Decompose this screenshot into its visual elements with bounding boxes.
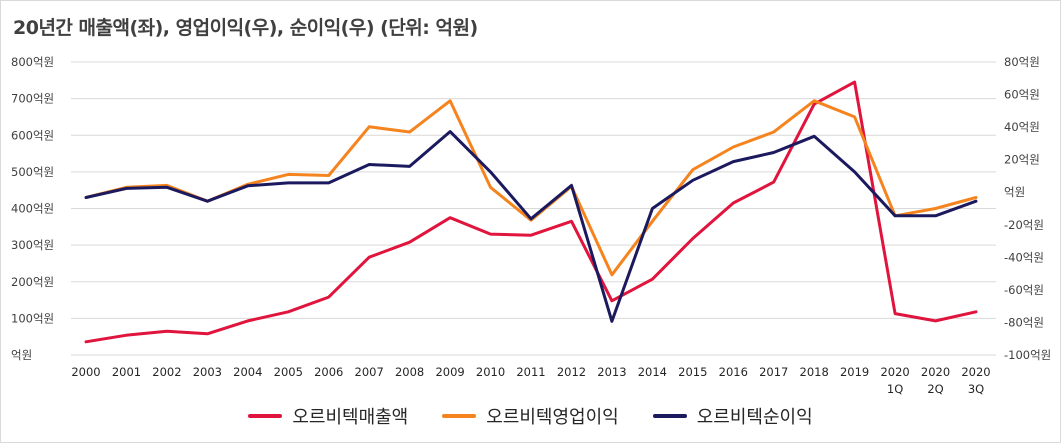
x-tick-label: 2011: [516, 365, 545, 379]
legend-label: 오르비텍순이익: [696, 407, 813, 428]
x-tick-label: 2013: [597, 365, 626, 379]
legend-label: 오르비텍영업이익: [486, 407, 619, 428]
y-right-tick-label: -80억원: [1004, 315, 1044, 329]
y-left-tick-label: 억원: [11, 348, 32, 362]
x-tick-label: 2004: [233, 365, 262, 379]
legend-item: 오르비텍매출액: [248, 403, 408, 429]
y-right-tick-label: -40억원: [1004, 250, 1044, 264]
legend-swatch: [442, 414, 477, 418]
y-left-tick-label: 400억원: [11, 202, 54, 216]
x-tick-label: 2009: [435, 365, 464, 379]
x-tick-label: 2017: [759, 365, 788, 379]
x-tick-label: 2020 2Q: [921, 365, 950, 396]
chart-title: 20년간 매출액(좌), 영업이익(우), 순이익(우) (단위: 억원): [13, 17, 478, 39]
y-left-tick-label: 800억원: [11, 55, 54, 69]
x-tick-label: 2014: [638, 365, 667, 379]
y-right-tick-label: -60억원: [1004, 283, 1044, 297]
y-left-tick-label: 100억원: [11, 311, 54, 325]
y-left-tick-label: 600억원: [11, 128, 54, 142]
y-left-tick-label: 300억원: [11, 238, 54, 252]
x-tick-label: 2001: [112, 365, 141, 379]
legend-swatch: [248, 414, 283, 418]
x-tick-label: 2020 1Q: [880, 365, 909, 396]
legend-item: 오르비텍순이익: [652, 403, 813, 429]
x-tick-label: 2000: [71, 365, 100, 379]
x-tick-label: 2005: [274, 365, 303, 379]
y-right-tick-label: 20억원: [1004, 153, 1040, 167]
y-left-tick-label: 200억원: [11, 275, 54, 289]
y-right-tick-label: 80억원: [1004, 55, 1040, 69]
legend-item: 오르비텍영업이익: [442, 403, 619, 429]
x-tick-label: 2006: [314, 365, 343, 379]
x-tick-label: 2020 3Q: [961, 365, 990, 396]
x-tick-label: 2010: [476, 365, 505, 379]
x-tick-label: 2003: [193, 365, 222, 379]
x-tick-label: 2007: [355, 365, 384, 379]
y-right-tick-label: -20억원: [1004, 218, 1044, 232]
y-left-tick-label: 700억원: [11, 92, 54, 106]
series-line-3: [84, 130, 978, 323]
x-tick-label: 2002: [152, 365, 181, 379]
x-tick-label: 2016: [719, 365, 748, 379]
y-left-tick-label: 500억원: [11, 165, 54, 179]
x-tick-label: 2015: [678, 365, 707, 379]
x-tick-label: 2019: [840, 365, 869, 379]
series-line-1: [84, 80, 978, 344]
x-tick-label: 2018: [800, 365, 829, 379]
x-tick-label: 2008: [395, 365, 424, 379]
legend-swatch: [652, 414, 687, 418]
y-right-tick-label: 억원: [1004, 185, 1025, 199]
y-right-tick-label: 60억원: [1004, 88, 1040, 102]
series-line-2: [84, 99, 978, 277]
legend: 오르비텍매출액 오르비텍영업이익 오르비텍순이익: [1, 403, 1060, 429]
y-right-tick-label: -100억원: [1004, 348, 1051, 362]
x-tick-label: 2012: [557, 365, 586, 379]
y-right-tick-label: 40억원: [1004, 120, 1040, 134]
legend-label: 오르비텍매출액: [292, 407, 409, 428]
